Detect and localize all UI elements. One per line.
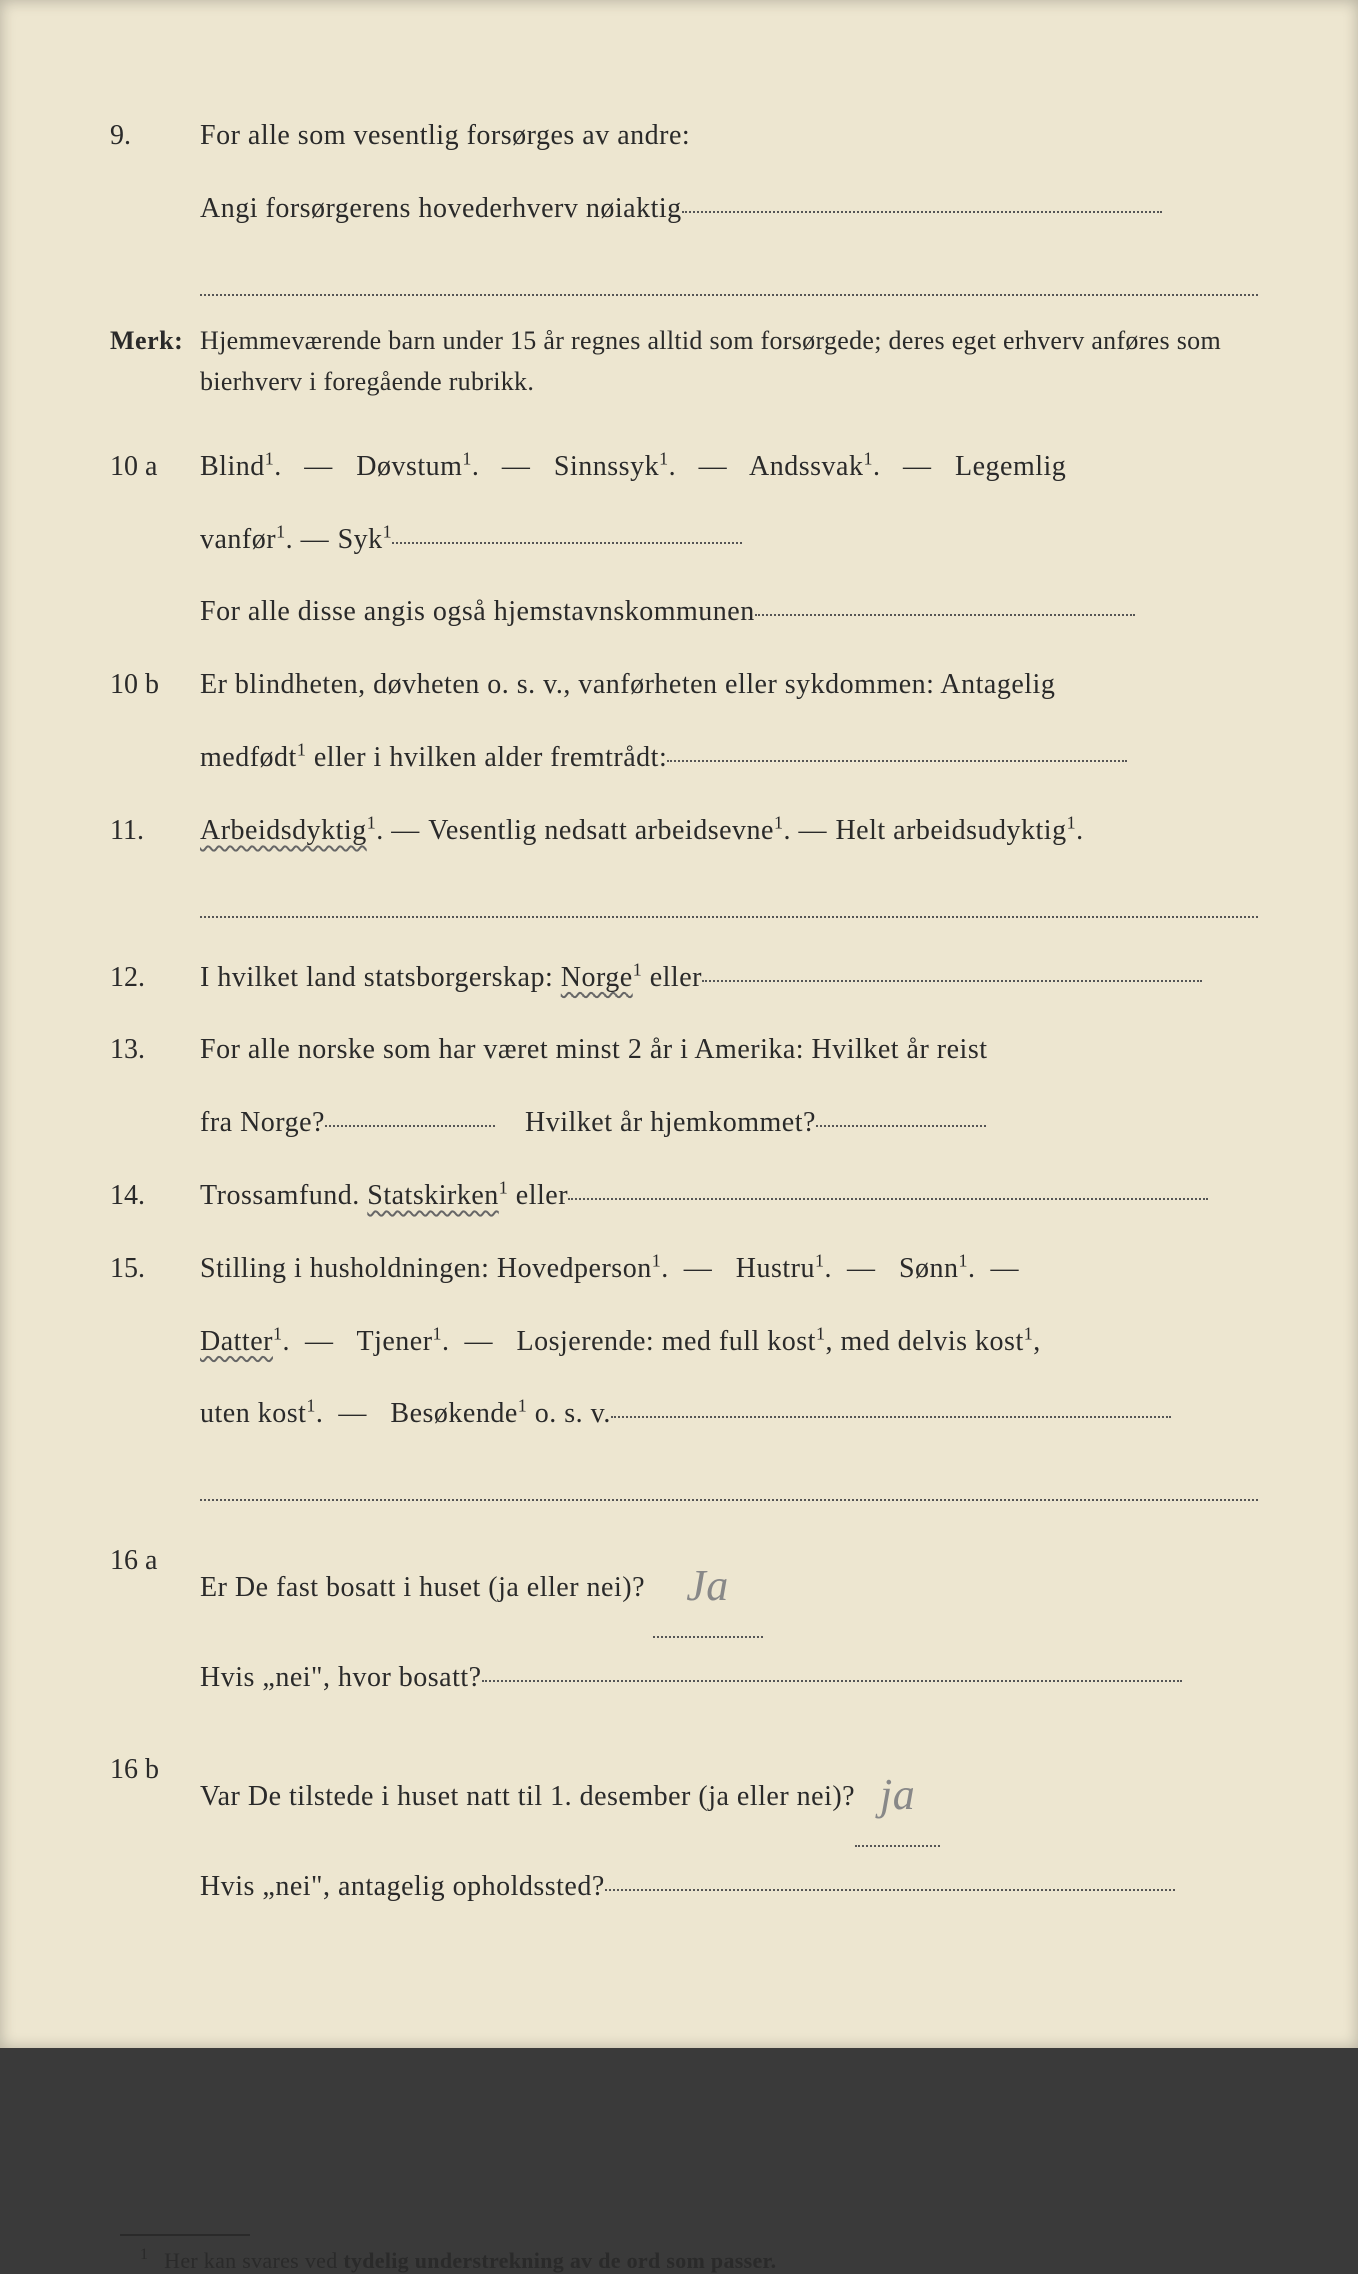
q16b-answer: ja (880, 1770, 915, 1819)
q13-line1: For alle norske som har været minst 2 år… (200, 1034, 988, 1065)
q12-text1: I hvilket land statsborgerskap: (200, 962, 561, 993)
q13-blank1[interactable] (325, 1125, 495, 1127)
q10a-blank2[interactable] (755, 614, 1135, 616)
q16a-answer: Ja (686, 1561, 729, 1610)
q10a-number: 10 a (110, 431, 200, 504)
q15-datter: Datter (200, 1326, 273, 1357)
q15-content: Stilling i husholdningen: Hovedperson1. … (200, 1233, 1258, 1451)
merk-text: Hjemmeværende barn under 15 år regnes al… (200, 320, 1258, 403)
q9-line2: Angi forsørgerens hovederhverv nøiaktig (200, 193, 682, 224)
q14-eller: eller (508, 1180, 568, 1211)
q15-blank2[interactable] (200, 1471, 1258, 1501)
q15-sonn: Sønn (899, 1253, 959, 1284)
q12-norge: Norge (561, 962, 633, 993)
q15-tjener: Tjener (356, 1326, 432, 1357)
question-15: 15. Stilling i husholdningen: Hovedperso… (110, 1233, 1258, 1451)
q13-fra: fra Norge? (200, 1107, 325, 1138)
q15-hustru: Hustru (736, 1253, 815, 1284)
footnote: 1 Her kan svares ved tydelig understrekn… (140, 2248, 1258, 2274)
q13-content: For alle norske som har været minst 2 år… (200, 1014, 1258, 1160)
q16b-content: Var De tilstede i huset natt til 1. dese… (200, 1734, 1258, 1923)
q10a-hjemstavn: For alle disse angis også hjemstavnskomm… (200, 596, 755, 627)
question-10b: 10 b Er blindheten, døvheten o. s. v., v… (110, 649, 1258, 795)
q11-helt: Helt arbeidsudyktig (835, 815, 1066, 846)
question-11: 11. Arbeidsdyktig1. — Vesentlig nedsatt … (110, 795, 1258, 868)
q13-blank2[interactable] (816, 1125, 986, 1127)
note-merk: Merk: Hjemmeværende barn under 15 år reg… (110, 320, 1258, 403)
q15-osv: o. s. v. (527, 1398, 611, 1429)
q10a-legemlig: Legemlig (955, 451, 1066, 482)
question-9: 9. For alle som vesentlig forsørges av a… (110, 100, 1258, 246)
q10b-blank[interactable] (667, 760, 1127, 762)
q11-nedsatt: Vesentlig nedsatt arbeidsevne (428, 815, 774, 846)
q14-content: Trossamfund. Statskirken1 eller (200, 1160, 1258, 1233)
q9-blank1[interactable] (682, 211, 1162, 213)
q16b-text1: Var De tilstede i huset natt til 1. dese… (200, 1781, 855, 1812)
q10a-blind: Blind (200, 451, 265, 482)
q14-statskirken: Statskirken (367, 1180, 499, 1211)
q10b-content: Er blindheten, døvheten o. s. v., vanfør… (200, 649, 1258, 795)
q10a-andssvak: Andssvak (749, 451, 863, 482)
q16a-text1: Er De fast bosatt i huset (ja eller nei)… (200, 1572, 653, 1603)
q15-number: 15. (110, 1233, 200, 1306)
q12-eller: eller (642, 962, 702, 993)
q9-line1: For alle som vesentlig forsørges av andr… (200, 120, 690, 151)
question-10a: 10 a Blind1. — Døvstum1. — Sinnssyk1. — … (110, 431, 1258, 649)
q15-delvis: , med delvis kost (825, 1326, 1023, 1357)
q12-number: 12. (110, 942, 200, 1015)
q16a-text2: Hvis „nei", hvor bosatt? (200, 1662, 482, 1693)
q11-content: Arbeidsdyktig1. — Vesentlig nedsatt arbe… (200, 795, 1258, 868)
census-form-page: 9. For alle som vesentlig forsørges av a… (0, 0, 1358, 2048)
q16a-answer-blank[interactable]: Ja (653, 1521, 763, 1637)
q14-blank[interactable] (568, 1198, 1208, 1200)
q15-blank[interactable] (611, 1416, 1171, 1418)
q15-losj: Losjerende: med full kost (517, 1326, 816, 1357)
merk-label: Merk: (110, 320, 200, 362)
q13-number: 13. (110, 1014, 200, 1087)
question-14: 14. Trossamfund. Statskirken1 eller (110, 1160, 1258, 1233)
footnote-rule (120, 2234, 250, 2236)
question-16a: 16 a Er De fast bosatt i huset (ja eller… (110, 1525, 1258, 1714)
question-13: 13. For alle norske som har været minst … (110, 1014, 1258, 1160)
q9-blank2[interactable] (200, 266, 1258, 296)
q10b-line1: Er blindheten, døvheten o. s. v., vanfør… (200, 669, 1055, 700)
q10b-eller: eller i hvilken alder fremtrådt: (306, 742, 667, 773)
q9-number: 9. (110, 100, 200, 173)
q10a-blank1[interactable] (392, 542, 742, 544)
q10b-number: 10 b (110, 649, 200, 722)
q10a-syk: Syk (338, 524, 383, 555)
question-12: 12. I hvilket land statsborgerskap: Norg… (110, 942, 1258, 1015)
q10a-dovstum: Døvstum (356, 451, 462, 482)
q16a-number: 16 a (110, 1525, 200, 1598)
q10a-content: Blind1. — Døvstum1. — Sinnssyk1. — Andss… (200, 431, 1258, 649)
q12-content: I hvilket land statsborgerskap: Norge1 e… (200, 942, 1258, 1015)
footnote-text1: Her kan svares ved (164, 2248, 343, 2273)
q16a-content: Er De fast bosatt i huset (ja eller nei)… (200, 1525, 1258, 1714)
q11-number: 11. (110, 795, 200, 868)
q14-number: 14. (110, 1160, 200, 1233)
q16b-number: 16 b (110, 1734, 200, 1807)
q16b-answer-blank[interactable]: ja (855, 1730, 940, 1846)
question-16b: 16 b Var De tilstede i huset natt til 1.… (110, 1734, 1258, 1923)
q16a-blank2[interactable] (482, 1680, 1182, 1682)
q14-text1: Trossamfund. (200, 1180, 367, 1211)
q15-stilling: Stilling i husholdningen: Hovedperson (200, 1253, 652, 1284)
q10a-sinnssyk: Sinnssyk (554, 451, 659, 482)
q10a-vanfor: vanfør (200, 524, 276, 555)
footnote-text2: tydelig understrekning av de ord som pas… (343, 2248, 776, 2273)
q12-blank[interactable] (702, 980, 1202, 982)
footnote-num: 1 (140, 2246, 148, 2263)
q9-content: For alle som vesentlig forsørges av andr… (200, 100, 1258, 246)
q16b-text2: Hvis „nei", antagelig opholdssted? (200, 1871, 605, 1902)
q10b-medfodt: medfødt (200, 742, 297, 773)
q16b-blank2[interactable] (605, 1889, 1175, 1891)
q15-besok: Besøkende (390, 1398, 517, 1429)
q11-blank[interactable] (200, 888, 1258, 918)
q13-hjem: Hvilket år hjemkommet? (525, 1107, 816, 1138)
q15-uten: uten kost (200, 1398, 306, 1429)
q11-arbeids: Arbeidsdyktig (200, 815, 367, 846)
